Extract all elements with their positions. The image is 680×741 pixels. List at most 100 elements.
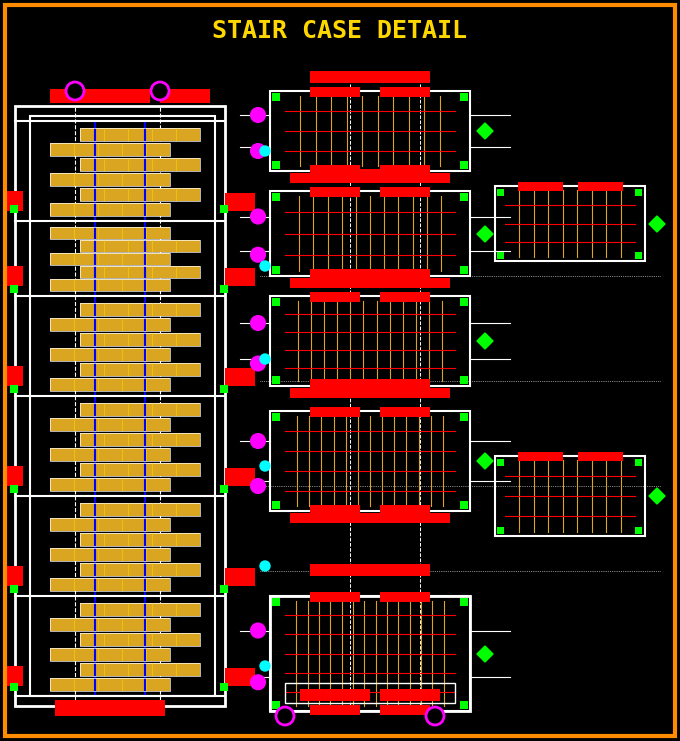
Bar bbox=[380, 187, 430, 197]
Bar bbox=[225, 268, 255, 286]
Bar bbox=[380, 592, 430, 602]
Bar bbox=[272, 93, 280, 101]
Bar bbox=[80, 127, 200, 141]
Bar bbox=[270, 91, 470, 171]
Bar bbox=[380, 705, 430, 715]
Bar bbox=[50, 202, 170, 216]
Bar bbox=[80, 602, 200, 616]
Bar bbox=[50, 417, 170, 431]
Bar bbox=[80, 127, 200, 141]
Circle shape bbox=[251, 434, 265, 448]
Bar bbox=[80, 266, 200, 278]
Bar bbox=[310, 705, 360, 715]
Bar bbox=[80, 562, 200, 576]
Bar bbox=[80, 333, 200, 346]
Circle shape bbox=[251, 108, 265, 122]
Bar bbox=[15, 106, 225, 706]
Bar bbox=[635, 459, 642, 466]
Bar bbox=[460, 266, 468, 274]
Bar bbox=[50, 142, 170, 156]
Bar bbox=[495, 456, 645, 536]
Bar bbox=[460, 598, 468, 606]
Polygon shape bbox=[477, 453, 493, 469]
Bar bbox=[460, 93, 468, 101]
Bar bbox=[5, 191, 23, 211]
Circle shape bbox=[251, 479, 265, 493]
Circle shape bbox=[260, 661, 270, 671]
Bar bbox=[50, 677, 170, 691]
Bar bbox=[577, 182, 622, 191]
Bar bbox=[5, 566, 23, 586]
Circle shape bbox=[251, 675, 265, 689]
Bar bbox=[310, 270, 360, 280]
Bar bbox=[80, 533, 200, 546]
Polygon shape bbox=[477, 333, 493, 349]
Bar bbox=[220, 485, 228, 493]
Bar bbox=[225, 668, 255, 686]
Bar bbox=[272, 193, 280, 201]
Bar bbox=[272, 701, 280, 709]
Bar bbox=[310, 379, 430, 391]
Polygon shape bbox=[477, 226, 493, 242]
Bar bbox=[270, 596, 470, 711]
Polygon shape bbox=[649, 216, 665, 232]
Bar bbox=[50, 448, 170, 461]
Bar bbox=[577, 452, 622, 461]
Bar bbox=[50, 377, 170, 391]
Bar bbox=[160, 89, 210, 103]
Bar bbox=[80, 302, 200, 316]
Bar bbox=[80, 533, 200, 546]
Circle shape bbox=[251, 316, 265, 330]
Bar bbox=[460, 376, 468, 384]
Bar bbox=[225, 568, 255, 586]
Bar bbox=[80, 362, 200, 376]
Bar bbox=[10, 285, 18, 293]
Bar bbox=[290, 278, 450, 288]
Bar bbox=[80, 333, 200, 346]
Polygon shape bbox=[477, 123, 493, 139]
Bar bbox=[50, 648, 170, 661]
Bar bbox=[80, 302, 200, 316]
Bar bbox=[310, 505, 360, 515]
Bar bbox=[80, 662, 200, 676]
Bar bbox=[50, 477, 170, 491]
Bar bbox=[310, 564, 430, 576]
Bar bbox=[55, 700, 165, 716]
Bar bbox=[517, 452, 562, 461]
Bar bbox=[497, 252, 504, 259]
Bar bbox=[10, 683, 18, 691]
Bar bbox=[310, 407, 360, 417]
Bar bbox=[270, 296, 470, 386]
Bar bbox=[380, 380, 430, 390]
Bar bbox=[310, 592, 360, 602]
Circle shape bbox=[276, 707, 294, 725]
Bar bbox=[10, 485, 18, 493]
Bar bbox=[380, 407, 430, 417]
Bar bbox=[50, 227, 170, 239]
Bar bbox=[380, 270, 430, 280]
Bar bbox=[225, 193, 255, 211]
Bar bbox=[220, 585, 228, 593]
Bar bbox=[635, 252, 642, 259]
Circle shape bbox=[251, 210, 265, 224]
Circle shape bbox=[66, 82, 84, 100]
Bar bbox=[50, 227, 170, 239]
Bar bbox=[310, 87, 360, 97]
Bar bbox=[80, 462, 200, 476]
Bar bbox=[460, 501, 468, 509]
Bar bbox=[80, 240, 200, 252]
Bar bbox=[50, 89, 150, 103]
Bar bbox=[310, 187, 360, 197]
Bar bbox=[310, 269, 430, 281]
Circle shape bbox=[251, 247, 265, 262]
Bar bbox=[55, 703, 165, 715]
Bar bbox=[272, 266, 280, 274]
Bar bbox=[272, 298, 280, 306]
Bar bbox=[80, 633, 200, 646]
Bar bbox=[50, 279, 170, 291]
Bar bbox=[50, 142, 170, 156]
Bar bbox=[460, 413, 468, 421]
Bar bbox=[5, 366, 23, 386]
Bar bbox=[290, 388, 450, 398]
Bar bbox=[50, 477, 170, 491]
